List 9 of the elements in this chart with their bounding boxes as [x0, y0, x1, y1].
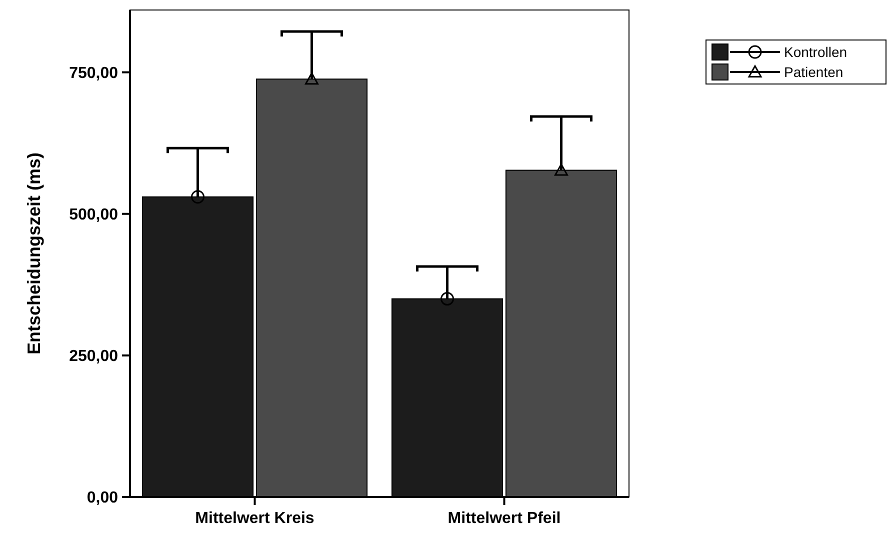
x-tick-label: Mittelwert Kreis	[195, 510, 314, 527]
y-tick-label: 750,00	[69, 64, 118, 82]
y-axis-title: Entscheidungszeit (ms)	[24, 152, 44, 355]
x-tick-label: Mittelwert Pfeil	[448, 510, 561, 527]
legend-label: Patienten	[784, 64, 844, 80]
y-tick-label: 250,00	[69, 348, 118, 366]
legend-label: Kontrollen	[784, 44, 848, 60]
y-tick-label: 0,00	[86, 490, 118, 507]
y-tick-label: 500,00	[69, 206, 118, 224]
